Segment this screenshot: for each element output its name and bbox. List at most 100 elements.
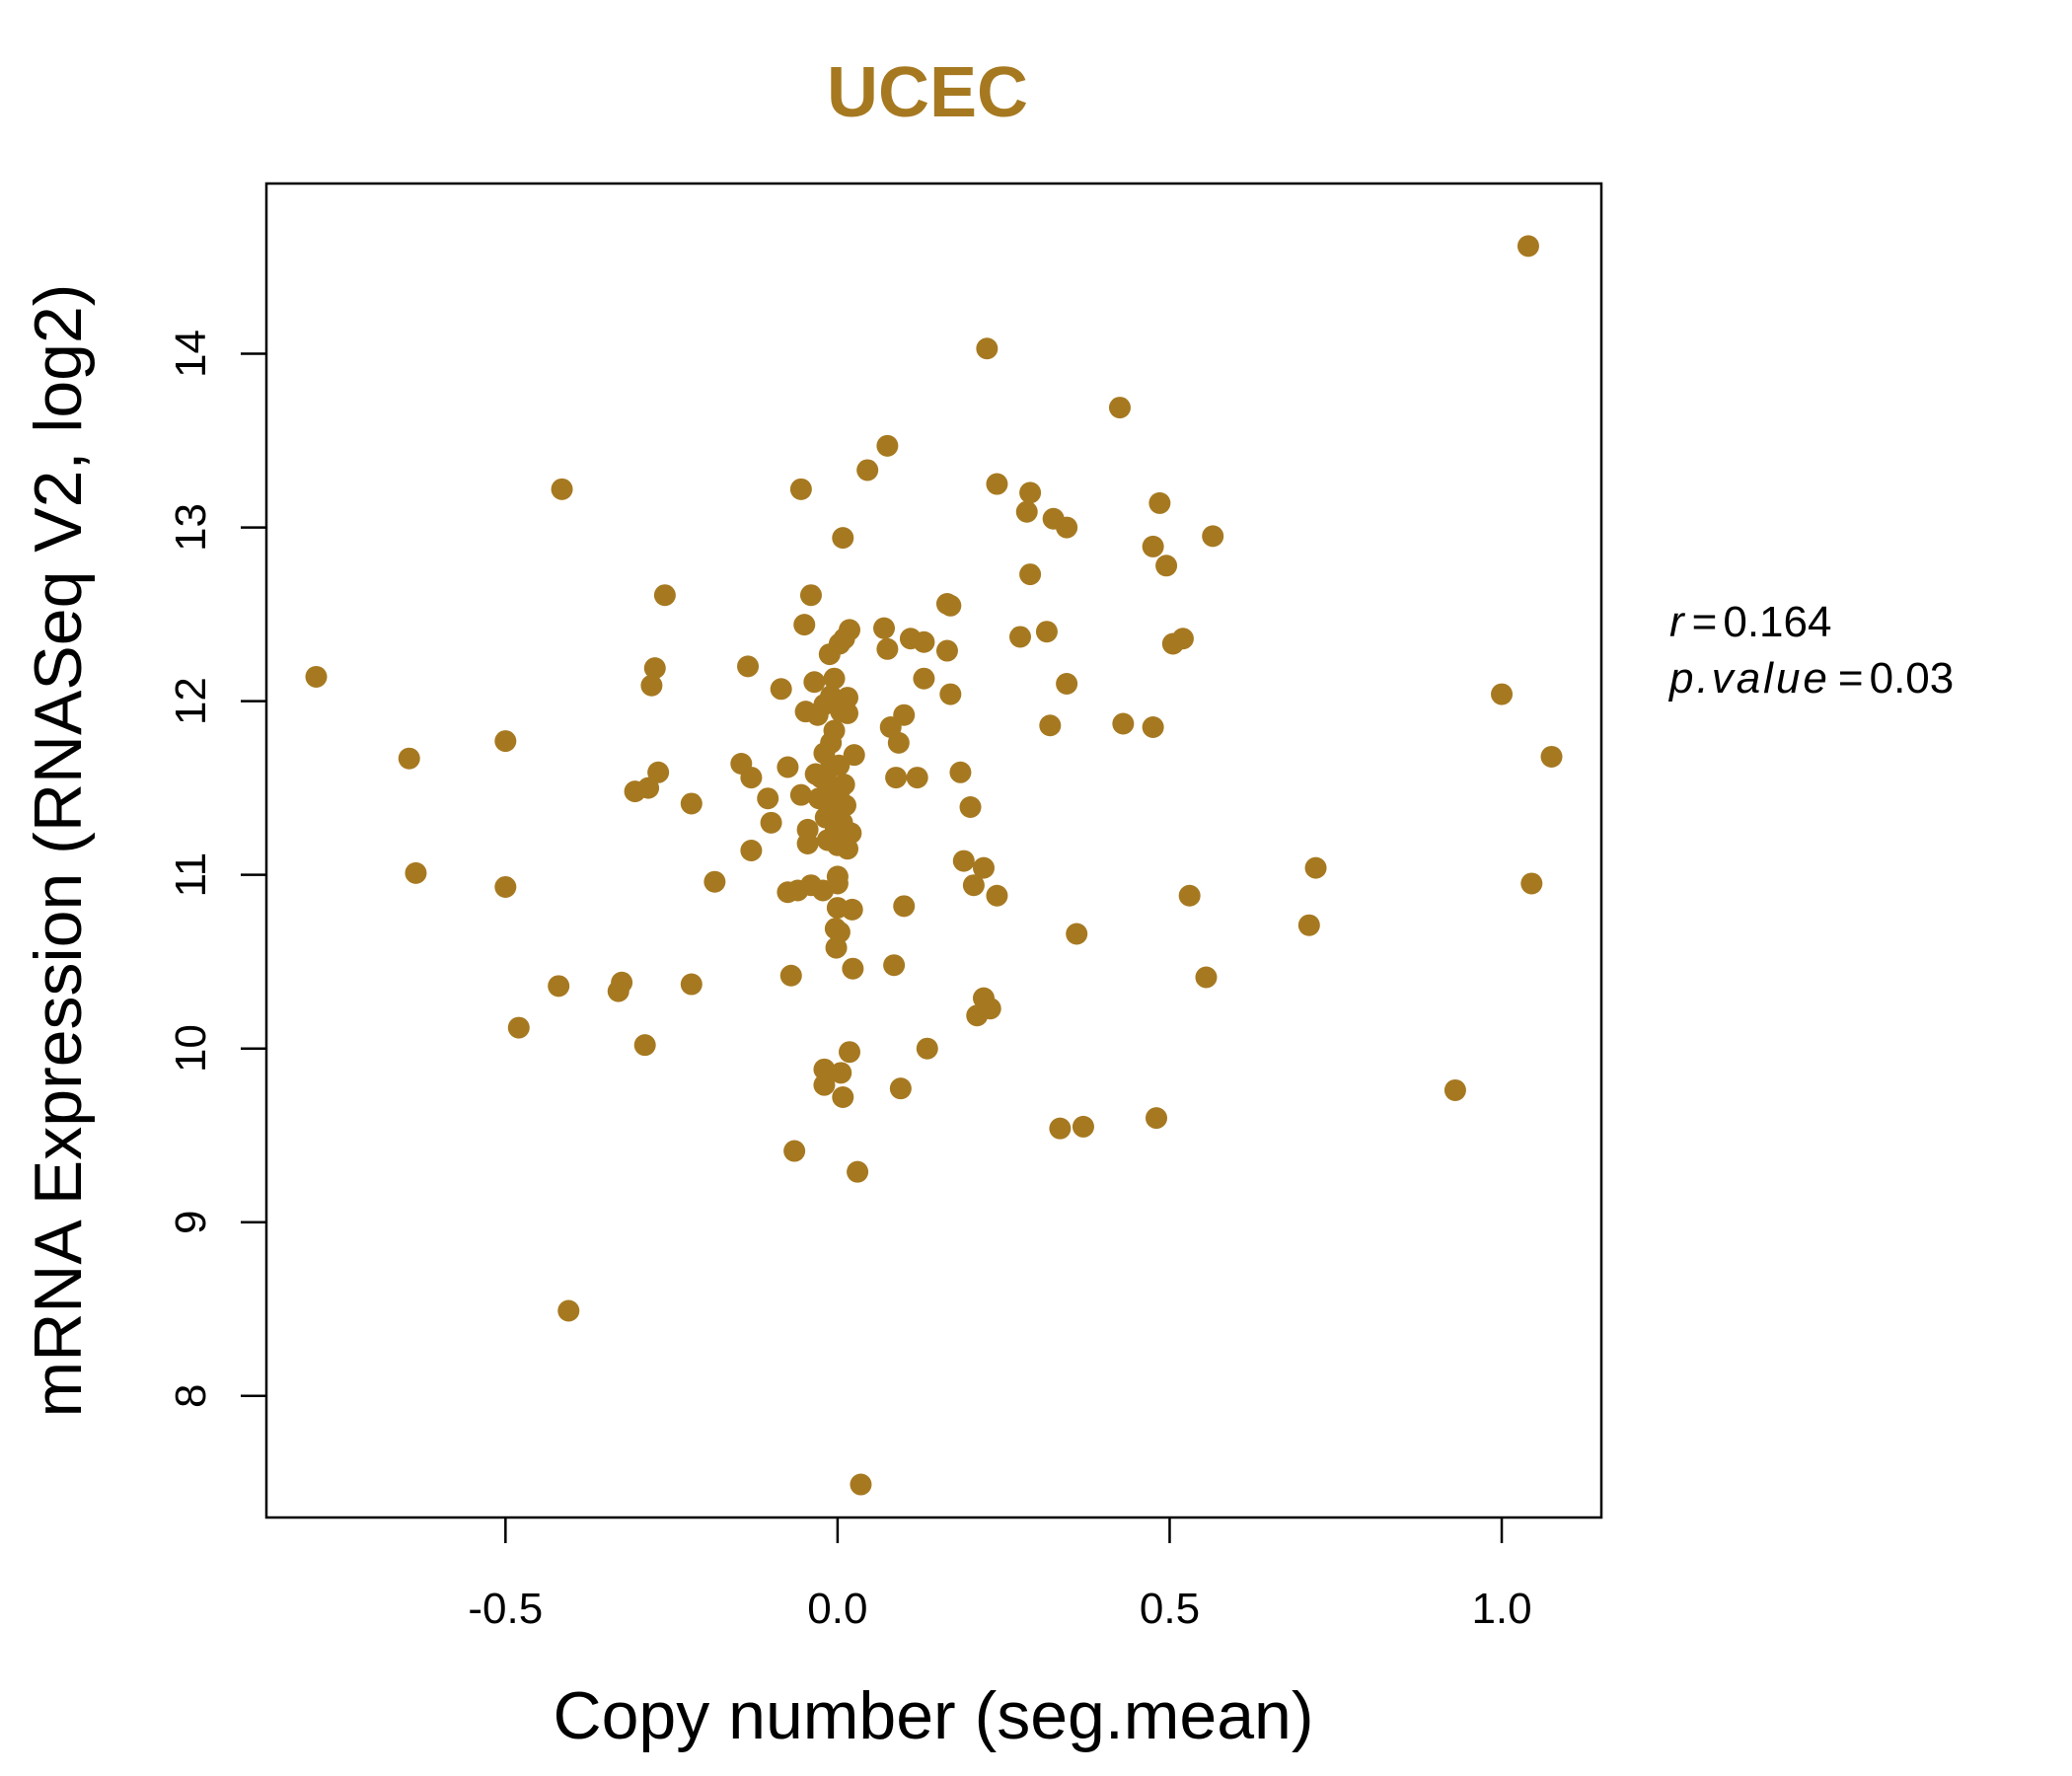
chart-title: UCEC xyxy=(827,53,1028,132)
data-point xyxy=(1171,628,1194,650)
data-point xyxy=(952,850,975,872)
x-axis-label: Copy number (seg.mean) xyxy=(553,1678,1313,1753)
data-point xyxy=(507,1016,530,1039)
data-point xyxy=(779,964,802,987)
data-point xyxy=(986,884,1008,907)
data-point xyxy=(1009,626,1032,648)
data-point xyxy=(986,473,1008,495)
data-point xyxy=(760,811,782,834)
data-point xyxy=(405,861,427,884)
data-point xyxy=(637,777,660,799)
data-point xyxy=(799,584,822,607)
x-tick-label: 0.0 xyxy=(807,1585,867,1633)
data-point xyxy=(893,895,916,918)
data-point xyxy=(889,1077,912,1100)
data-point xyxy=(843,744,865,767)
data-point xyxy=(1155,555,1178,577)
data-point xyxy=(1019,481,1042,504)
stats-annotation: r = 0.164 p.value = 0.03 xyxy=(1667,598,1954,703)
data-point xyxy=(548,975,570,998)
data-point xyxy=(1056,673,1078,695)
data-point xyxy=(1443,1078,1466,1101)
data-point xyxy=(876,637,899,660)
data-point xyxy=(850,1473,872,1496)
data-point xyxy=(494,730,517,753)
data-point xyxy=(823,667,846,690)
data-point xyxy=(972,856,995,879)
data-point xyxy=(820,685,843,707)
data-point xyxy=(1015,500,1038,523)
y-axis-label: mRNA Expression (RNASeq V2, log2) xyxy=(21,284,96,1418)
data-point xyxy=(783,1140,806,1162)
data-point xyxy=(803,671,826,694)
data-point xyxy=(1146,1107,1167,1130)
data-point xyxy=(839,1041,861,1064)
y-tick-label: 10 xyxy=(167,1024,215,1073)
p-label: p.value xyxy=(1667,654,1830,703)
data-point xyxy=(887,731,910,754)
data-point xyxy=(979,998,1001,1020)
data-point xyxy=(828,754,851,777)
data-point xyxy=(680,973,703,996)
data-point xyxy=(939,594,962,617)
svg-text:p.value=0.03: p.value = 0.03 xyxy=(1667,654,1954,703)
data-point xyxy=(913,667,935,690)
plot-frame xyxy=(264,182,1603,1519)
x-tick-label: -0.5 xyxy=(468,1585,543,1633)
y-tick-label: 9 xyxy=(167,1210,215,1233)
data-point xyxy=(557,1299,580,1322)
data-point xyxy=(847,1160,869,1183)
data-point xyxy=(840,822,862,845)
data-point xyxy=(959,795,982,818)
data-point xyxy=(836,687,858,709)
x-tick-label: 1.0 xyxy=(1471,1585,1531,1633)
data-point xyxy=(1202,525,1224,548)
data-point xyxy=(913,630,935,653)
data-point xyxy=(873,617,896,639)
data-point xyxy=(1108,397,1131,419)
data-point xyxy=(976,337,999,360)
data-point xyxy=(832,1085,854,1108)
data-point xyxy=(305,665,328,688)
data-point xyxy=(1142,535,1164,557)
data-point xyxy=(949,761,972,783)
data-point xyxy=(1491,683,1514,705)
data-point xyxy=(640,674,663,697)
data-point xyxy=(740,840,763,861)
data-point xyxy=(839,619,861,641)
data-point xyxy=(826,872,849,895)
data-point xyxy=(680,792,703,815)
data-point xyxy=(1072,1115,1094,1138)
data-point xyxy=(653,584,676,607)
data-point xyxy=(1039,714,1062,737)
y-tick-label: 11 xyxy=(167,852,215,898)
data-point xyxy=(1540,745,1563,768)
data-point xyxy=(1112,712,1135,735)
data-point xyxy=(1520,872,1543,895)
data-point xyxy=(703,870,726,893)
data-point xyxy=(1178,884,1201,907)
p-value: 0.03 xyxy=(1870,654,1955,703)
data-point xyxy=(551,478,573,500)
data-point xyxy=(1066,923,1088,945)
data-point xyxy=(643,657,666,680)
data-point xyxy=(633,1034,656,1057)
data-point xyxy=(833,774,855,796)
data-point xyxy=(740,767,763,789)
y-tick-label: 12 xyxy=(167,677,215,725)
data-point xyxy=(757,787,779,810)
data-point xyxy=(1195,966,1218,989)
y-tick-label: 13 xyxy=(167,503,215,552)
svg-text:r=0.164: r = 0.164 xyxy=(1669,598,1831,646)
data-point xyxy=(856,459,879,481)
data-point xyxy=(777,756,799,778)
data-point xyxy=(398,747,420,770)
data-point xyxy=(1304,856,1327,879)
r-value: 0.164 xyxy=(1723,598,1831,646)
data-point xyxy=(916,1037,938,1060)
data-point xyxy=(1142,716,1164,739)
data-point xyxy=(1517,235,1539,258)
data-point xyxy=(823,719,846,742)
data-point xyxy=(832,527,854,550)
data-points xyxy=(305,235,1563,1496)
